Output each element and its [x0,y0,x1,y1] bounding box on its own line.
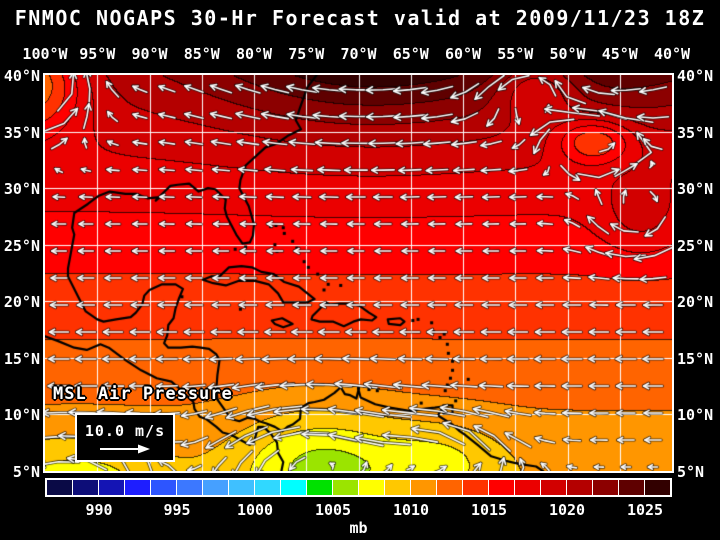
lat-tick-label: 10°N [3,406,40,425]
colorbar-segment [359,480,384,495]
lat-tick-label: 25°N [3,236,40,255]
lat-tick-label: 20°N [677,293,714,312]
map-frame: MSL Air Pressure 10.0 m/s [43,73,674,473]
lat-tick-label: 40°N [3,67,40,85]
colorbar-tick-label: 995 [163,501,191,519]
colorbar-unit: mb [349,519,368,537]
colorbar-segment [73,480,98,495]
colorbar-segment [47,480,72,495]
colorbar-segment [177,480,202,495]
lon-tick-label: 100°W [22,45,68,63]
colorbar-segment [333,480,358,495]
colorbar-tick-label: 1025 [626,501,664,519]
colorbar-segment [151,480,176,495]
colorbar-segment [229,480,254,495]
lon-tick-label: 55°W [497,45,534,63]
colorbar-tick-label: 1010 [392,501,430,519]
lat-tick-label: 25°N [677,236,714,255]
colorbar-segment [125,480,150,495]
colorbar-tick-label: 1005 [314,501,352,519]
lat-tick-label: 5°N [12,463,40,481]
colorbar-segment [645,480,670,495]
lon-tick-label: 75°W [288,45,325,63]
colorbar-segment [463,480,488,495]
colorbar-tick-label: 990 [85,501,113,519]
colorbar-segment [307,480,332,495]
lon-tick-label: 95°W [79,45,116,63]
lon-tick-label: 65°W [392,45,429,63]
lat-tick-label: 15°N [3,349,40,368]
lon-tick-label: 60°W [444,45,482,63]
lat-tick-label: 15°N [677,349,714,368]
lat-tick-label: 35°N [677,123,714,142]
lat-tick-label: 5°N [677,463,705,481]
colorbar-segment [619,480,644,495]
colorbar-segment [567,480,592,495]
colorbar [45,478,672,497]
colorbar-tick-label: 1000 [236,501,274,519]
colorbar-segments [47,480,670,495]
lat-tick-label: 10°N [677,406,714,425]
colorbar-segment [281,480,306,495]
field-label-overlay: MSL Air Pressure [53,384,233,404]
lon-tick-label: 45°W [601,45,638,63]
lat-tick-label: 30°N [677,180,714,199]
colorbar-segment [203,480,228,495]
colorbar-segment [99,480,124,495]
colorbar-segment [489,480,514,495]
colorbar-segment [255,480,280,495]
lon-tick-label: 70°W [340,45,377,63]
lon-tick-label: 40°W [653,45,691,63]
wind-scale-label: 10.0 m/s [84,422,166,440]
lat-tick-label: 40°N [677,67,714,85]
lon-tick-label: 50°W [549,45,586,63]
colorbar-segment [437,480,462,495]
lat-tick-label: 30°N [3,180,40,199]
lon-tick-label: 80°W [235,45,273,63]
lon-tick-label: 85°W [183,45,220,63]
colorbar-tick-label: 1020 [548,501,586,519]
colorbar-tick-label: 1015 [470,501,508,519]
colorbar-segment [385,480,410,495]
wind-scale-box: 10.0 m/s [75,413,175,462]
lat-tick-label: 20°N [3,293,40,312]
wind-scale-arrow-icon [100,444,150,454]
colorbar-segment [411,480,436,495]
chart-title: FNMOC NOGAPS 30-Hr Forecast valid at 200… [14,6,706,30]
colorbar-segment [593,480,618,495]
colorbar-segment [515,480,540,495]
colorbar-segment [541,480,566,495]
map-canvas [45,75,672,471]
lon-tick-label: 90°W [131,45,168,63]
lat-tick-label: 35°N [3,123,40,142]
